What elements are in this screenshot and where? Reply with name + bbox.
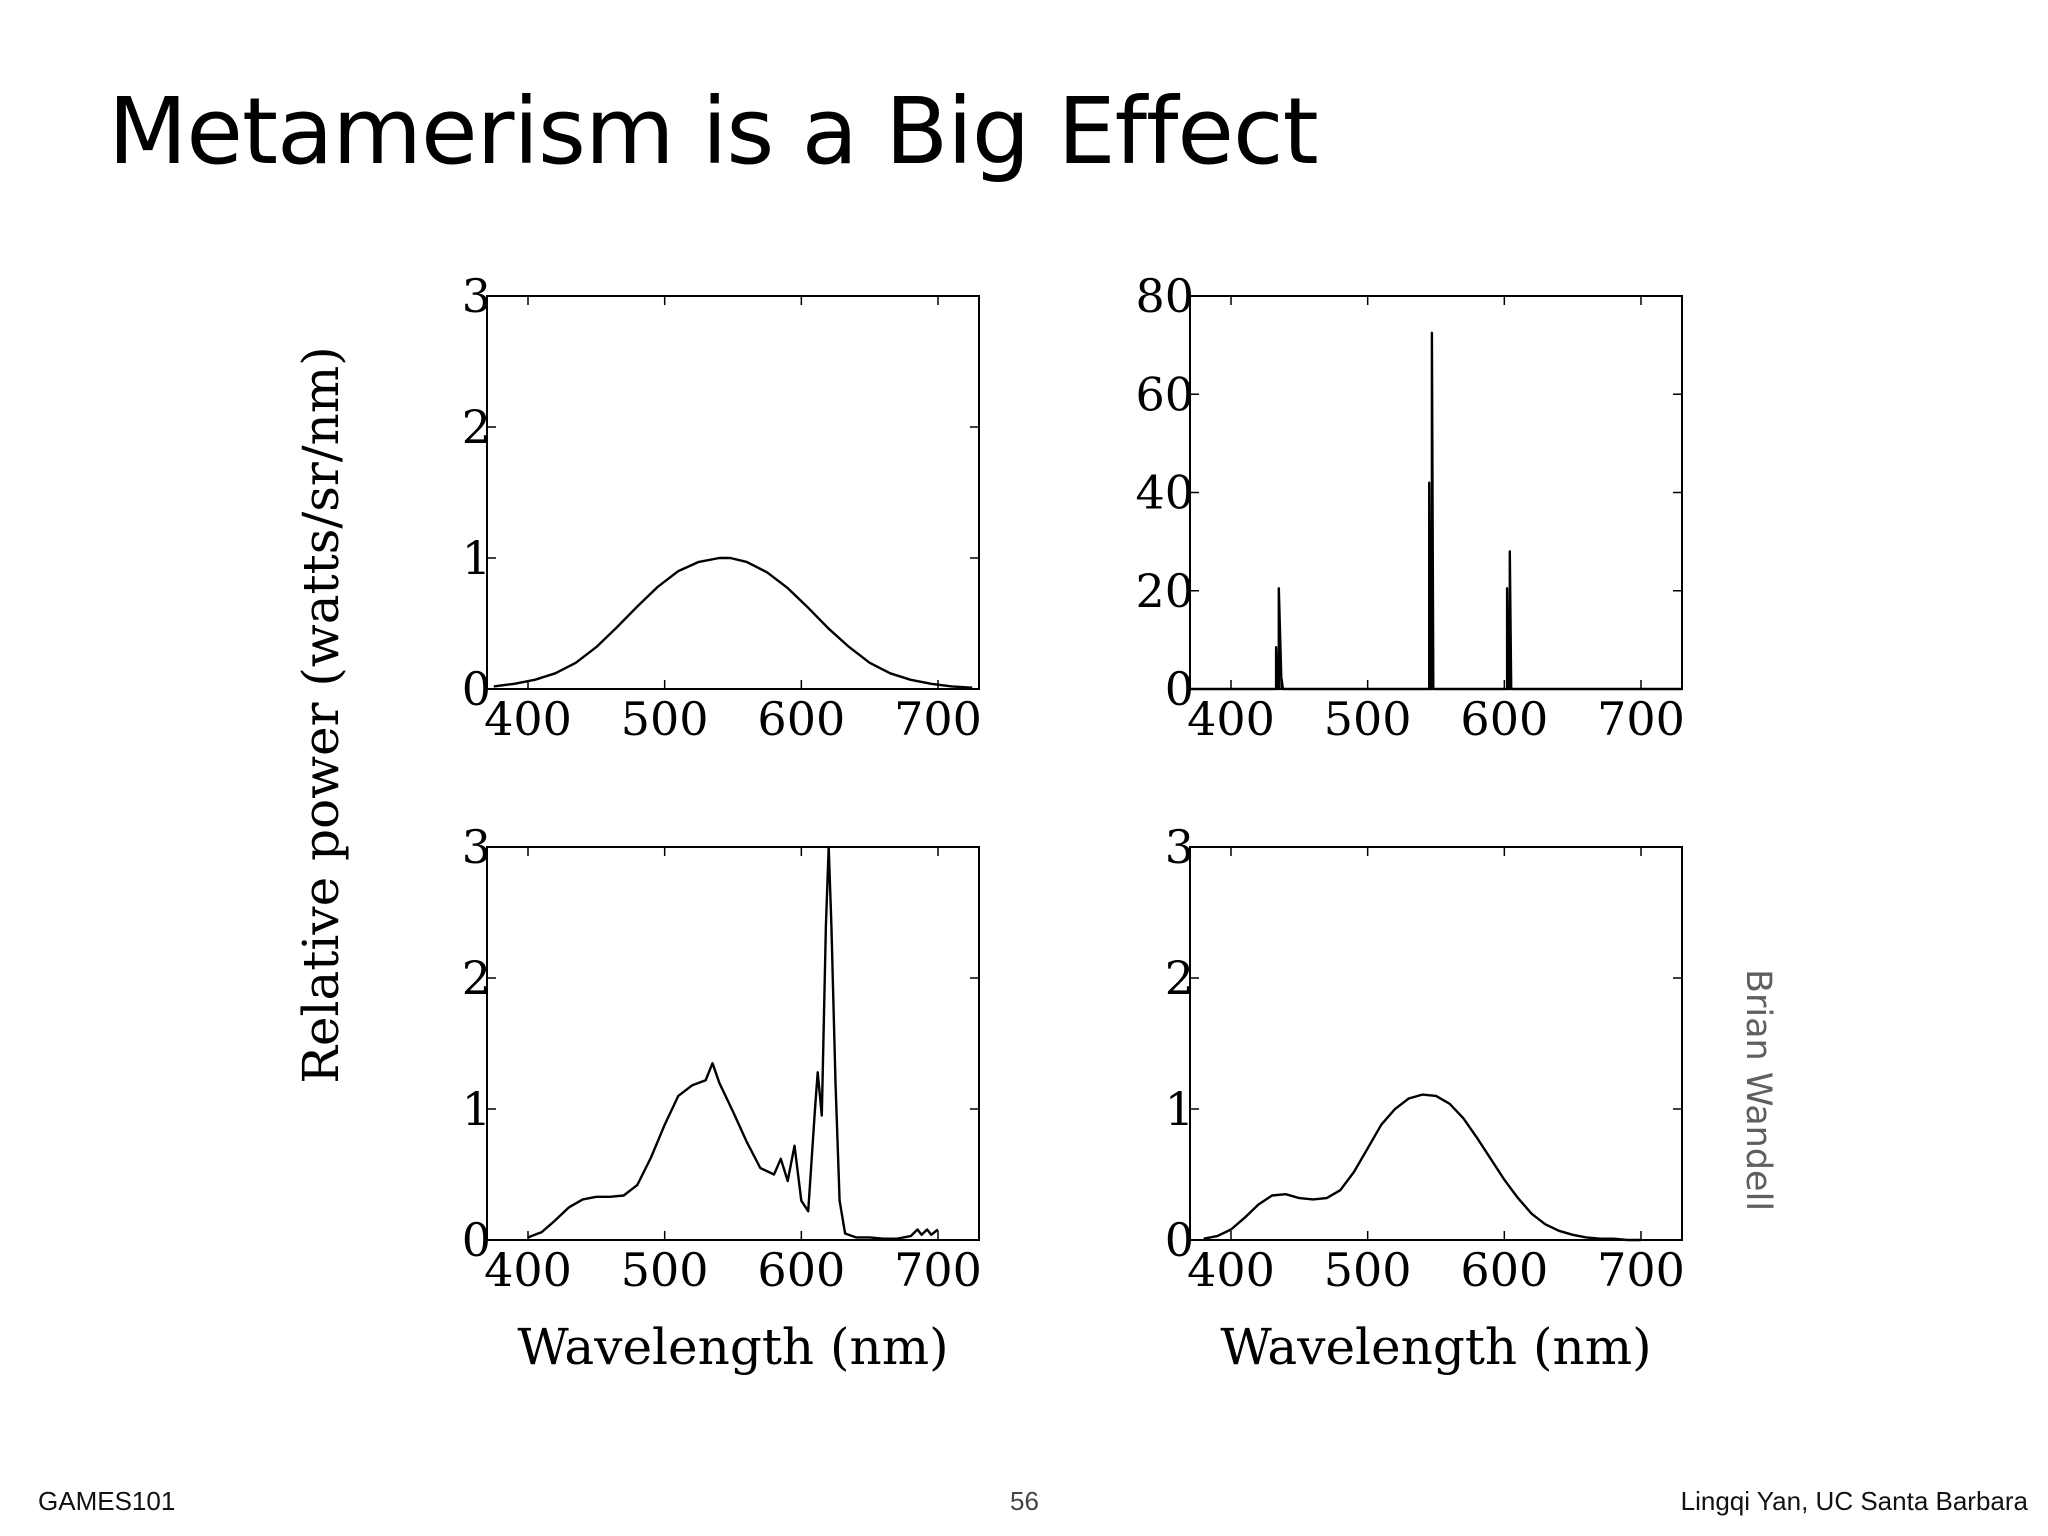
y-tick-label: 3 <box>1165 820 1194 874</box>
y-tick-label: 0 <box>1165 662 1194 716</box>
y-tick-label: 2 <box>462 400 491 454</box>
x-tick-label: 700 <box>894 692 982 746</box>
y-tick-label: 80 <box>1135 269 1194 323</box>
y-tick-label: 3 <box>462 820 491 874</box>
x-tick-label: 500 <box>1324 692 1412 746</box>
x-tick-label: 500 <box>1324 1243 1412 1297</box>
page-number: 56 <box>1010 1486 1039 1516</box>
y-tick-label: 40 <box>1135 466 1194 520</box>
spectrum-line-bottom-left <box>527 845 939 1240</box>
x-axis-label: Wavelength (nm) <box>517 1318 948 1376</box>
x-tick-label: 400 <box>1187 692 1275 746</box>
slide-title: Metamerism is a Big Effect <box>108 78 1319 185</box>
x-tick-label: 600 <box>1460 692 1548 746</box>
y-tick-label: 3 <box>462 269 491 323</box>
x-tick-label: 700 <box>1597 692 1685 746</box>
spectrum-line-top-right <box>1190 331 1682 691</box>
x-tick-label: 600 <box>757 692 845 746</box>
y-tick-label: 0 <box>462 662 491 716</box>
y-tick-label: 0 <box>462 1213 491 1267</box>
x-tick-label: 600 <box>1460 1243 1548 1297</box>
footer-course: GAMES101 <box>38 1486 176 1516</box>
plot-frame-top-left <box>486 295 980 690</box>
plot-frame-bottom-right <box>1189 846 1683 1241</box>
x-tick-label: 700 <box>894 1243 982 1297</box>
spectrum-line-bottom-right <box>1203 1093 1641 1242</box>
y-tick-label: 20 <box>1135 564 1194 618</box>
x-tick-label: 400 <box>1187 1243 1275 1297</box>
x-tick-label: 500 <box>621 1243 709 1297</box>
plot-frame-bottom-left <box>486 846 980 1241</box>
x-tick-label: 700 <box>1597 1243 1685 1297</box>
y-tick-label: 1 <box>462 1082 491 1136</box>
x-tick-label: 600 <box>757 1243 845 1297</box>
y-tick-label: 2 <box>1165 951 1194 1005</box>
y-tick-label: 1 <box>1165 1082 1194 1136</box>
x-tick-label: 500 <box>621 692 709 746</box>
y-tick-label: 1 <box>462 531 491 585</box>
y-tick-label: 60 <box>1135 367 1194 421</box>
x-tick-label: 400 <box>484 1243 572 1297</box>
spectrum-line-top-left <box>493 556 973 689</box>
y-axis-label: Relative power (watts/sr/nm) <box>292 346 350 1083</box>
footer-author: Lingqi Yan, UC Santa Barbara <box>1680 1486 2028 1516</box>
y-tick-label: 0 <box>1165 1213 1194 1267</box>
x-axis-label: Wavelength (nm) <box>1220 1318 1651 1376</box>
plot-frame-top-right <box>1189 295 1683 690</box>
x-tick-label: 400 <box>484 692 572 746</box>
image-credit: Brian Wandell <box>1738 968 1778 1212</box>
y-tick-label: 2 <box>462 951 491 1005</box>
